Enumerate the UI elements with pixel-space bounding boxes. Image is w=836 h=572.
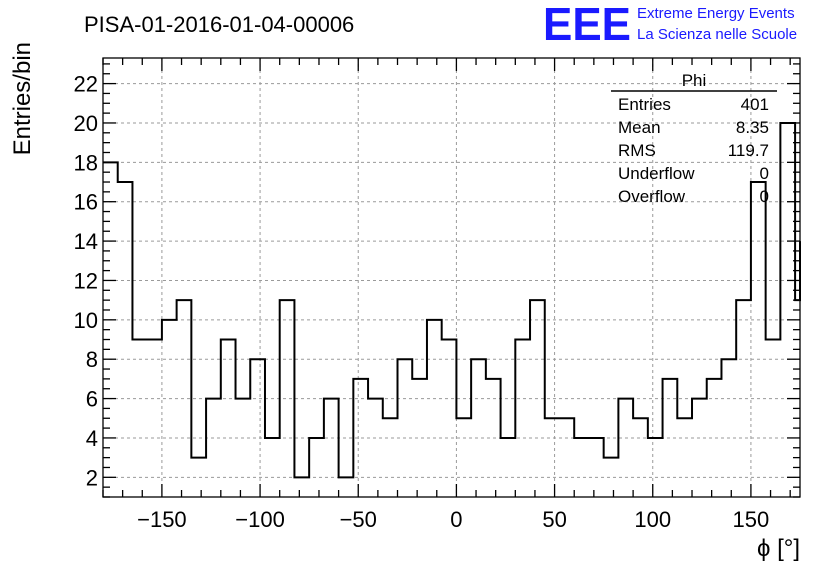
- histogram-bin: [618, 399, 633, 497]
- x-tick-label: −100: [235, 507, 285, 532]
- histogram-bin: [118, 182, 133, 497]
- histogram-bin: [471, 359, 486, 497]
- histogram-bin: [677, 418, 692, 497]
- x-axis-label: ϕ [°]: [757, 535, 800, 562]
- histogram-bin: [456, 418, 471, 497]
- y-tick-label: 20: [74, 111, 98, 136]
- histogram-bin: [368, 399, 383, 497]
- histogram-bin: [309, 438, 324, 497]
- x-tick-label: −150: [137, 507, 187, 532]
- histogram-bin: [633, 418, 648, 497]
- y-tick-label: 6: [86, 387, 98, 412]
- histogram-bin: [574, 438, 589, 497]
- stats-entries-label: Entries: [618, 95, 671, 114]
- x-tick-label: 0: [450, 507, 462, 532]
- histogram-bin: [250, 359, 265, 497]
- histogram-bin: [559, 418, 574, 497]
- stats-rms-value: 119.7: [728, 141, 769, 160]
- histogram-bin: [751, 182, 766, 497]
- y-tick-label: 18: [74, 150, 98, 175]
- histogram-bin: [721, 359, 736, 497]
- histogram-bin: [398, 359, 413, 497]
- histogram-bin: [191, 458, 206, 497]
- histogram-bin: [780, 123, 795, 497]
- grid: [103, 58, 800, 497]
- stats-overflow-label: Overflow: [618, 187, 686, 206]
- histogram-bin: [766, 340, 781, 497]
- histogram-bin: [530, 300, 545, 497]
- histogram-bin: [501, 438, 516, 497]
- histogram-bin: [412, 379, 427, 497]
- stats-mean-label: Mean: [618, 118, 661, 137]
- histogram-bin: [648, 438, 663, 497]
- histogram-bin: [324, 399, 339, 497]
- histogram-bin: [736, 300, 751, 497]
- x-tick-label: −50: [340, 507, 377, 532]
- logo-line-1: Extreme Energy Events: [637, 5, 795, 22]
- y-tick-label: 4: [86, 426, 98, 451]
- histogram-bin: [486, 379, 501, 497]
- histogram-bin: [132, 340, 147, 497]
- stats-box: Phi Entries 401 Mean 8.35 RMS 119.7 Unde…: [611, 71, 777, 206]
- histogram-bin: [294, 477, 309, 497]
- histogram-bin: [383, 418, 398, 497]
- x-tick-label: 100: [634, 507, 671, 532]
- histogram-bin: [604, 458, 619, 497]
- histogram-bin: [692, 399, 707, 497]
- y-tick-label: 10: [74, 308, 98, 333]
- histogram-bin: [177, 300, 192, 497]
- histogram-bars: [103, 121, 801, 497]
- histogram-bin: [236, 399, 251, 497]
- axis-ticks: [102, 58, 800, 498]
- chart-title: PISA-01-2016-01-04-00006: [84, 12, 354, 37]
- histogram-bin: [221, 340, 236, 497]
- histogram-outline: [103, 121, 801, 479]
- y-tick-label: 22: [74, 72, 98, 97]
- histogram-bin: [589, 438, 604, 497]
- histogram-bin: [663, 379, 678, 497]
- stats-underflow-value: 0: [760, 164, 769, 183]
- histogram-bin: [206, 399, 221, 497]
- x-tick-label: 50: [542, 507, 566, 532]
- y-tick-label: 8: [86, 347, 98, 372]
- stats-mean-value: 8.35: [736, 118, 769, 137]
- stats-box-title: Phi: [682, 71, 707, 90]
- stats-underflow-label: Underflow: [618, 164, 695, 183]
- y-tick-label: 14: [74, 229, 98, 254]
- logo-mark: EEE: [543, 0, 631, 50]
- histogram-bin: [442, 340, 457, 497]
- y-tick-label: 2: [86, 465, 98, 490]
- tick-labels: −150 −100 −50 0 50 100 150 2 4 6 8 10 12 14 16 18 20 22: [74, 72, 770, 532]
- histogram-bin: [515, 340, 530, 497]
- histogram-bin: [353, 379, 368, 497]
- stats-rms-label: RMS: [618, 141, 656, 160]
- stats-overflow-value: 0: [760, 187, 769, 206]
- logo-line-2: La Scienza nelle Scuole: [637, 26, 797, 43]
- plot-frame: [102, 57, 801, 498]
- histogram-bin: [339, 477, 354, 497]
- histogram-bin: [147, 340, 162, 497]
- y-tick-label: 16: [74, 190, 98, 215]
- eee-logo: EEE Extreme Energy Events La Scienza nel…: [543, 0, 797, 50]
- histogram-bin: [545, 418, 560, 497]
- histogram-bin: [707, 379, 722, 497]
- histogram-bin: [265, 438, 280, 497]
- histogram-bin: [427, 320, 442, 497]
- stats-entries-value: 401: [741, 95, 769, 114]
- histogram-bin: [162, 320, 177, 497]
- x-tick-label: 150: [733, 507, 770, 532]
- y-axis-label: Entries/bin: [9, 42, 36, 155]
- y-tick-label: 12: [74, 268, 98, 293]
- histogram-bin: [280, 300, 295, 497]
